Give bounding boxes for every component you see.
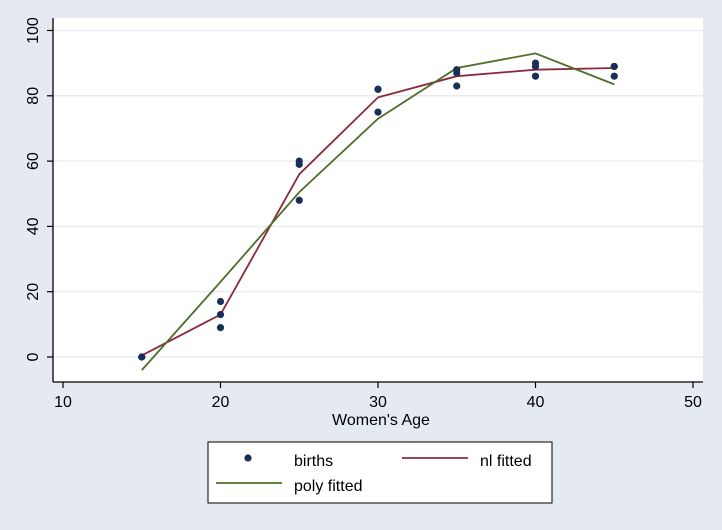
legend: births nl fitted poly fitted (207, 441, 553, 504)
data-point (453, 69, 461, 77)
legend-label: births (294, 453, 333, 470)
y-tick-label: 40 (25, 217, 42, 235)
data-point (374, 85, 382, 93)
data-point (453, 82, 461, 90)
grid-lines (53, 29, 703, 358)
x-tick-label: 20 (212, 394, 230, 411)
legend-key-marker (244, 454, 252, 462)
data-point (610, 62, 618, 71)
y-tick-label: 100 (25, 17, 42, 44)
series-layer (138, 52, 618, 371)
x-tick-label: 40 (527, 394, 545, 411)
y-tick-label: 0 (25, 352, 42, 361)
legend-label: poly fitted (294, 478, 362, 495)
data-point (531, 62, 540, 71)
data-point (216, 310, 225, 319)
plot-area (53, 18, 703, 382)
y-tick-label: 20 (25, 283, 42, 301)
data-point (374, 108, 382, 116)
legend-box (207, 441, 553, 504)
data-point (216, 297, 225, 306)
y-tick-label: 60 (25, 152, 42, 170)
y-tick-label: 80 (25, 87, 42, 105)
x-tick-label: 30 (369, 394, 387, 411)
data-point (531, 72, 540, 80)
x-axis-title: Women's Age (332, 412, 430, 429)
data-point (295, 196, 303, 204)
data-point (216, 324, 225, 332)
series-line-poly-fitted (141, 52, 615, 371)
legend-label: nl fitted (480, 453, 532, 470)
axes: 0 20 40 60 80 100 10 20 30 40 50 (25, 17, 703, 411)
data-point (138, 353, 146, 361)
x-tick-label: 10 (54, 394, 72, 411)
data-point (295, 160, 303, 168)
x-tick-label: 50 (684, 394, 702, 411)
data-point (610, 72, 618, 80)
